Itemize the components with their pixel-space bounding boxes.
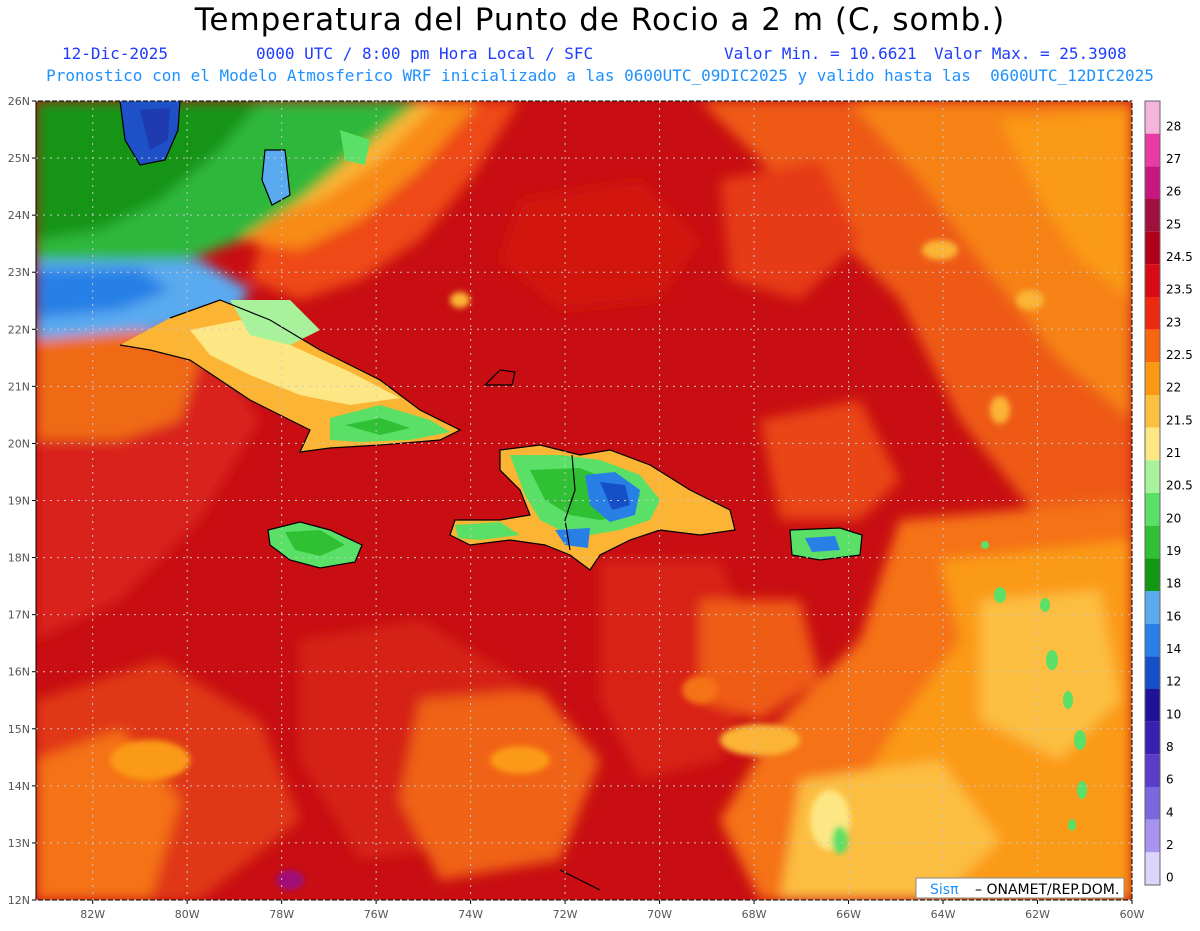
legend-swatch bbox=[1145, 558, 1160, 591]
lat-label: 22N bbox=[8, 323, 30, 336]
legend-label: 10 bbox=[1166, 707, 1181, 721]
legend-swatch bbox=[1145, 231, 1160, 265]
legend-swatch bbox=[1145, 754, 1160, 787]
lon-label: 66W bbox=[836, 908, 861, 921]
legend-label: 14 bbox=[1166, 642, 1181, 656]
legend-swatch bbox=[1145, 133, 1160, 167]
lat-label: 20N bbox=[8, 437, 30, 450]
legend-label: 2 bbox=[1166, 838, 1174, 852]
legend-swatch bbox=[1145, 297, 1160, 330]
lon-label: 72W bbox=[553, 908, 578, 921]
legend-label: 26 bbox=[1166, 185, 1181, 199]
lat-label: 24N bbox=[8, 209, 30, 222]
lat-label: 14N bbox=[8, 780, 30, 793]
lat-label: 25N bbox=[8, 152, 30, 165]
longitude-labels: 82W 80W 78W 76W 74W 72W 70W 68W 66W 64W 62W 60W bbox=[80, 900, 1145, 921]
lon-label: 70W bbox=[647, 908, 672, 921]
lat-label: 16N bbox=[8, 666, 30, 679]
legend-swatch bbox=[1145, 460, 1160, 493]
legend-label: 18 bbox=[1166, 577, 1181, 591]
legend-swatch bbox=[1145, 721, 1160, 755]
sispi-logo: Sisπ bbox=[930, 882, 959, 898]
legend-swatch bbox=[1145, 329, 1160, 363]
legend-swatch bbox=[1145, 493, 1160, 526]
lon-label: 64W bbox=[931, 908, 956, 921]
legend-swatch bbox=[1145, 166, 1160, 199]
lesser-antilles bbox=[981, 541, 1087, 831]
legend-label: 6 bbox=[1166, 773, 1174, 787]
legend-swatch bbox=[1145, 591, 1160, 624]
legend-swatch bbox=[1145, 623, 1160, 657]
graticule bbox=[36, 100, 1133, 901]
latitude-labels: 26N 25N 24N 23N 22N 21N 20N 19N 18N 17N 16N 15N 14N 1… bbox=[8, 95, 36, 907]
legend-swatch bbox=[1145, 819, 1160, 853]
legend-swatch bbox=[1145, 787, 1160, 820]
legend-label: 21 bbox=[1166, 446, 1181, 460]
legend-label: 24.5 bbox=[1166, 250, 1193, 264]
legend-swatch bbox=[1145, 852, 1160, 885]
legend-swatch bbox=[1145, 525, 1160, 559]
andros-island bbox=[262, 150, 290, 205]
puerto-rico-landmass bbox=[790, 528, 862, 560]
legend-label: 27 bbox=[1166, 152, 1181, 166]
lat-label: 19N bbox=[8, 495, 30, 508]
credit-text: – ONAMET/REP.DOM. bbox=[975, 882, 1119, 898]
legend-label: 23 bbox=[1166, 315, 1181, 329]
date-label: 12-Dic-2025 bbox=[62, 44, 168, 63]
lat-label: 12N bbox=[8, 894, 30, 907]
legend-label: 20.5 bbox=[1166, 479, 1193, 493]
legend-swatch bbox=[1145, 689, 1160, 722]
legend-swatch bbox=[1145, 264, 1160, 297]
legend-label: 4 bbox=[1166, 805, 1174, 819]
subtitle-line: 12-Dic-2025 0000 UTC / 8:00 pm Hora Loca… bbox=[0, 44, 1200, 139]
lon-label: 80W bbox=[175, 908, 200, 921]
legend-label: 22.5 bbox=[1166, 348, 1193, 362]
legend-swatch bbox=[1145, 656, 1160, 689]
credit-box: Sisπ – ONAMET/REP.DOM. bbox=[915, 877, 1125, 899]
lon-label: 78W bbox=[269, 908, 294, 921]
lat-label: 21N bbox=[8, 380, 30, 393]
legend-label: 19 bbox=[1166, 544, 1181, 558]
map-title: Temperatura del Punto de Rocio a 2 m (C,… bbox=[194, 2, 1006, 38]
legend-swatch bbox=[1145, 199, 1160, 232]
lon-label: 68W bbox=[742, 908, 767, 921]
time-info-label: 0000 UTC / 8:00 pm Hora Local / SFC bbox=[256, 44, 594, 63]
lat-label: 18N bbox=[8, 552, 30, 565]
legend-swatch bbox=[1145, 101, 1160, 134]
hispaniola-landmass bbox=[450, 445, 735, 570]
legend-label: 28 bbox=[1166, 119, 1181, 133]
lat-label: 13N bbox=[8, 837, 30, 850]
lon-label: 62W bbox=[1025, 908, 1050, 921]
lat-label: 23N bbox=[8, 266, 30, 279]
legend-label: 16 bbox=[1166, 609, 1181, 623]
legend-label: 25 bbox=[1166, 217, 1181, 231]
legend-swatch bbox=[1145, 395, 1160, 428]
legend-label: 22 bbox=[1166, 381, 1181, 395]
legend-label: 21.5 bbox=[1166, 413, 1193, 427]
lon-label: 74W bbox=[458, 908, 483, 921]
legend-swatch bbox=[1145, 362, 1160, 395]
legend-label: 12 bbox=[1166, 675, 1181, 689]
legend-label: 20 bbox=[1166, 511, 1181, 525]
min-value-label: Valor Min. = 10.6621 bbox=[724, 44, 917, 63]
forecast-info-label: Pronostico con el Modelo Atmosferico WRF… bbox=[46, 66, 1154, 85]
legend-label: 8 bbox=[1166, 740, 1174, 754]
legend-label: 0 bbox=[1166, 871, 1174, 885]
lon-label: 82W bbox=[80, 908, 105, 921]
lat-label: 17N bbox=[8, 609, 30, 622]
lon-label: 76W bbox=[364, 908, 389, 921]
lon-label: 60W bbox=[1120, 908, 1145, 921]
jamaica-landmass bbox=[268, 522, 362, 568]
legend-frame bbox=[1144, 100, 1161, 886]
lat-label: 15N bbox=[8, 723, 30, 736]
coastlines bbox=[119, 101, 863, 891]
legend-swatch bbox=[1145, 427, 1160, 461]
lat-label: 26N bbox=[8, 95, 30, 108]
legend-label: 23.5 bbox=[1166, 283, 1193, 297]
max-value-label: Valor Max. = 25.3908 bbox=[934, 44, 1127, 63]
color-legend: 2827262524.523.52322.52221.52120.5201918… bbox=[1144, 100, 1193, 886]
